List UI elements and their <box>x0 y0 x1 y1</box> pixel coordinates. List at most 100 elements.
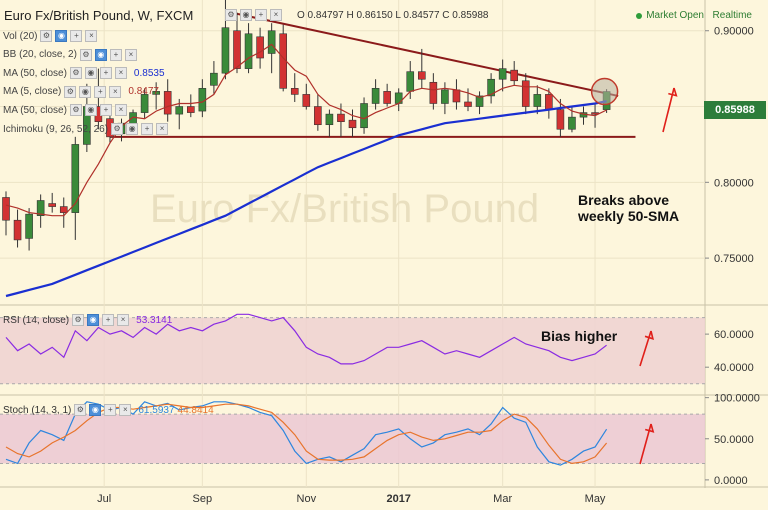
close-icon[interactable]: × <box>124 48 137 61</box>
stoch-axis-label: 100.0000 <box>714 393 760 405</box>
rsi-band <box>0 317 705 384</box>
rsi-axis-label: 40.0000 <box>714 362 754 374</box>
indicator-row: MA (50, close) ⚙ ◉ + × 0.8535 <box>3 67 165 80</box>
stoch-settings-icon[interactable]: ⚙ <box>74 404 87 416</box>
close-icon[interactable]: × <box>114 104 127 117</box>
x-axis-label: Mar <box>493 493 512 505</box>
indicator-label: MA (5, close) <box>3 86 62 98</box>
candle-up <box>140 94 149 113</box>
indicator-label: Ichimoku (9, 26, 52, 26) <box>3 123 109 135</box>
stoch-axis-label: 50.0000 <box>714 434 754 446</box>
candle-up <box>394 92 403 104</box>
add-icon[interactable]: + <box>99 104 112 117</box>
settings-icon[interactable]: ⚙ <box>225 9 237 21</box>
indicator-label: MA (50, close) <box>3 67 67 79</box>
candle-down <box>337 113 345 122</box>
eye-icon[interactable]: ◉ <box>94 48 107 61</box>
x-axis-label: 2017 <box>386 493 410 505</box>
candle-down <box>429 81 438 104</box>
add-icon[interactable]: + <box>109 48 122 61</box>
candle-down <box>417 71 426 80</box>
stoch-axis-label: 0.0000 <box>714 475 748 487</box>
rsi-close-icon[interactable]: × <box>117 314 130 326</box>
settings-icon[interactable]: ⚙ <box>40 30 53 42</box>
bias-annotation: Bias higher <box>541 328 618 344</box>
price-up-arrow-head <box>668 87 678 97</box>
candle-up <box>371 88 380 104</box>
rsi-settings-icon[interactable]: ⚙ <box>72 314 85 326</box>
close-icon[interactable]: × <box>85 30 98 42</box>
candle-down <box>545 94 553 110</box>
eye-icon[interactable]: ◉ <box>84 104 97 117</box>
settings-icon[interactable]: ⚙ <box>69 67 82 80</box>
rsi-up-arrow-head <box>644 330 654 340</box>
settings-icon[interactable]: ⚙ <box>64 85 77 98</box>
eye-icon[interactable]: ◉ <box>79 85 92 98</box>
watermark-text: Euro Fx/British Pound <box>150 187 539 231</box>
settings-icon[interactable]: ⚙ <box>111 123 124 135</box>
stoch-add-icon[interactable]: + <box>104 404 117 416</box>
price-axis-label: 0.90000 <box>714 26 754 38</box>
rsi-line <box>5 313 607 365</box>
indicator-row: BB (20, close, 2) ⚙ ◉ + × <box>3 48 137 61</box>
market-status: Market Open <box>636 10 704 21</box>
indicator-label: Vol (20) <box>3 30 38 42</box>
add-icon[interactable]: + <box>70 30 83 42</box>
add-icon[interactable]: + <box>255 9 267 21</box>
ma5-line <box>5 43 607 217</box>
ohlc-values: O 0.84797 H 0.86150 L 0.84577 C 0.85988 <box>297 9 489 21</box>
add-icon[interactable]: + <box>99 67 112 80</box>
candle-down <box>521 80 530 107</box>
eye-icon[interactable]: ◉ <box>55 30 68 42</box>
eye-icon[interactable]: ◉ <box>126 123 139 135</box>
candle-up <box>568 116 576 130</box>
stoch-close-icon[interactable]: × <box>119 404 132 416</box>
candle-up <box>36 200 45 216</box>
candle-down <box>314 106 322 126</box>
candle-down <box>233 30 241 69</box>
close-icon[interactable]: × <box>109 85 122 98</box>
price-axis-label: 0.75000 <box>714 253 754 265</box>
rsi-value: 53.3141 <box>136 314 173 326</box>
candle-down <box>256 36 264 59</box>
eye-icon[interactable]: ◉ <box>84 67 97 80</box>
x-axis-label: Sep <box>193 493 213 505</box>
candle-up <box>267 30 276 54</box>
breakout-line-2: weekly 50-SMA <box>578 208 680 224</box>
indicator-row: MA (50, close) ⚙ ◉ + × <box>3 104 127 117</box>
rsi-eye-icon[interactable]: ◉ <box>87 314 100 326</box>
realtime-label: Realtime <box>712 10 752 21</box>
candle-down <box>452 89 461 103</box>
candle-up <box>152 91 160 95</box>
stoch-legend: Stoch (14, 3, 1) ⚙ ◉ + × 61.5937 44.8414 <box>3 404 214 416</box>
candle-down <box>348 119 357 129</box>
candle-up <box>244 33 253 69</box>
rsi-axis-label: 60.0000 <box>714 329 754 341</box>
stoch-k-value: 61.5937 <box>138 404 175 416</box>
candle-down <box>2 197 10 221</box>
x-axis-label: Nov <box>297 493 317 505</box>
stoch-eye-icon[interactable]: ◉ <box>89 404 102 416</box>
rsi-label: RSI (14, close) <box>3 314 70 326</box>
candle-down <box>59 206 68 213</box>
candle-up <box>175 106 184 115</box>
indicator-row: Vol (20) ⚙ ◉ + × <box>3 30 98 42</box>
close-icon[interactable]: × <box>156 123 169 135</box>
settings-icon[interactable]: ⚙ <box>79 48 92 61</box>
add-icon[interactable]: + <box>94 85 107 98</box>
candle-down <box>383 91 391 104</box>
close-icon[interactable]: × <box>114 67 127 80</box>
candle-up <box>498 68 507 80</box>
eye-icon[interactable]: ◉ <box>240 9 252 21</box>
settings-icon[interactable]: ⚙ <box>69 104 82 117</box>
add-icon[interactable]: + <box>141 123 154 135</box>
candle-up <box>406 71 415 92</box>
rsi-add-icon[interactable]: + <box>102 314 115 326</box>
indicator-label: BB (20, close, 2) <box>3 49 77 61</box>
candle-up <box>210 72 218 86</box>
market-status-text: Market Open <box>646 10 704 21</box>
close-icon[interactable]: × <box>270 9 282 21</box>
indicator-label: MA (50, close) <box>3 104 67 116</box>
